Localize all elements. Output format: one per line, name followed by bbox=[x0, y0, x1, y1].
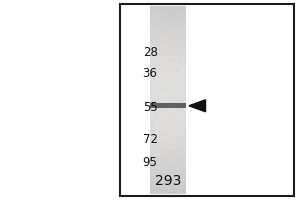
Bar bbox=[150, 69, 186, 75]
Bar bbox=[150, 87, 186, 94]
Bar bbox=[150, 44, 186, 50]
Bar bbox=[150, 169, 186, 175]
Bar bbox=[150, 138, 186, 144]
Bar bbox=[150, 19, 186, 25]
Bar bbox=[150, 50, 186, 56]
Bar bbox=[150, 100, 186, 106]
Bar bbox=[150, 25, 186, 31]
Text: 36: 36 bbox=[142, 67, 158, 80]
Bar bbox=[150, 163, 186, 169]
Bar bbox=[150, 12, 186, 19]
Text: 28: 28 bbox=[142, 46, 158, 58]
Bar bbox=[150, 175, 186, 181]
Text: 95: 95 bbox=[142, 156, 158, 169]
Text: 55: 55 bbox=[143, 101, 158, 114]
Text: 72: 72 bbox=[142, 133, 158, 146]
Bar bbox=[150, 113, 186, 119]
Bar bbox=[150, 188, 186, 194]
Polygon shape bbox=[189, 100, 206, 112]
Bar bbox=[150, 106, 186, 113]
Bar bbox=[150, 37, 186, 44]
Bar bbox=[150, 131, 186, 138]
Bar bbox=[150, 94, 186, 100]
Text: 293: 293 bbox=[155, 174, 181, 188]
Bar bbox=[150, 181, 186, 188]
Bar bbox=[150, 103, 186, 108]
Bar bbox=[150, 81, 186, 87]
Bar bbox=[150, 6, 186, 12]
Bar bbox=[150, 125, 186, 131]
Bar bbox=[150, 31, 186, 37]
Bar bbox=[120, 4, 294, 196]
Bar bbox=[150, 119, 186, 125]
Bar bbox=[150, 150, 186, 156]
Bar bbox=[150, 62, 186, 69]
Bar bbox=[150, 56, 186, 62]
Bar bbox=[150, 144, 186, 150]
Bar bbox=[150, 156, 186, 163]
Bar bbox=[150, 75, 186, 81]
